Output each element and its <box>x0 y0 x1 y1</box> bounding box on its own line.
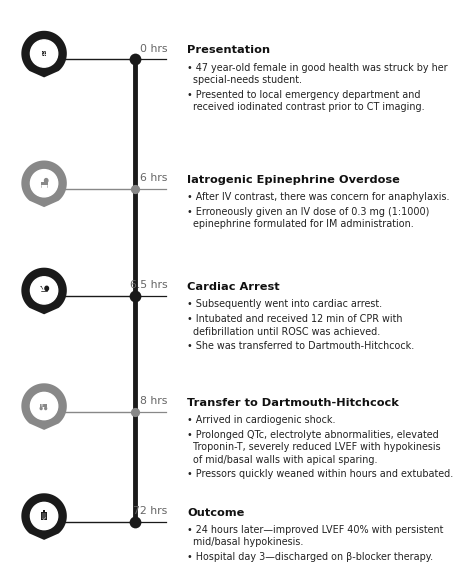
Ellipse shape <box>30 40 58 67</box>
Ellipse shape <box>30 277 58 304</box>
Text: 0 hrs: 0 hrs <box>140 43 167 54</box>
PathPatch shape <box>21 161 67 207</box>
PathPatch shape <box>21 268 67 314</box>
Text: • Erroneously given an IV dose of 0.3 mg (1:1000)
  epinephrine formulated for I: • Erroneously given an IV dose of 0.3 mg… <box>187 207 429 230</box>
Text: Iatrogenic Epinephrine Overdose: Iatrogenic Epinephrine Overdose <box>187 175 400 185</box>
Bar <box>40 403 44 407</box>
Point <box>131 184 139 193</box>
Text: Cardiac Arrest: Cardiac Arrest <box>187 282 280 292</box>
Text: 6.5 hrs: 6.5 hrs <box>130 280 167 290</box>
PathPatch shape <box>21 384 67 430</box>
Text: 8 hrs: 8 hrs <box>140 396 167 406</box>
Circle shape <box>40 407 42 409</box>
Text: • 47 year-old female in good health was struck by her
  special-needs student.: • 47 year-old female in good health was … <box>187 63 448 85</box>
Ellipse shape <box>30 393 58 420</box>
Text: Outcome: Outcome <box>187 508 245 518</box>
Text: • Presented to local emergency department and
  received iodinated contrast prio: • Presented to local emergency departmen… <box>187 90 425 112</box>
Point <box>131 292 139 301</box>
Text: 6 hrs: 6 hrs <box>140 173 167 183</box>
Text: 72 hrs: 72 hrs <box>133 506 167 516</box>
Bar <box>41 512 47 520</box>
Point <box>131 517 139 526</box>
Ellipse shape <box>30 170 58 197</box>
Point <box>131 55 139 64</box>
Ellipse shape <box>30 503 58 530</box>
Text: • She was transferred to Dartmouth-Hitchcock.: • She was transferred to Dartmouth-Hitch… <box>187 341 414 351</box>
Bar <box>43 510 46 513</box>
Point <box>131 407 139 416</box>
Bar <box>44 403 47 407</box>
Text: Presentation: Presentation <box>187 45 270 55</box>
Text: • Prolonged QTc, electrolyte abnormalities, elevated
  Troponin-T, severely redu: • Prolonged QTc, electrolyte abnormaliti… <box>187 430 441 465</box>
Text: • Hospital day 3—discharged on β-blocker therapy.: • Hospital day 3—discharged on β-blocker… <box>187 552 433 562</box>
Text: Transfer to Dartmouth-Hitchcock: Transfer to Dartmouth-Hitchcock <box>187 398 399 408</box>
Text: • Subsequently went into cardiac arrest.: • Subsequently went into cardiac arrest. <box>187 299 383 310</box>
Text: • Arrived in cardiogenic shock.: • Arrived in cardiogenic shock. <box>187 415 336 425</box>
Circle shape <box>45 179 48 183</box>
Circle shape <box>45 287 48 290</box>
Text: • After IV contrast, there was concern for anaphylaxis.: • After IV contrast, there was concern f… <box>187 192 450 202</box>
Circle shape <box>45 407 46 409</box>
Text: • Pressors quickly weaned within hours and extubated.: • Pressors quickly weaned within hours a… <box>187 469 454 479</box>
Bar <box>41 182 47 186</box>
Text: • Intubated and received 12 min of CPR with
  defibrillation until ROSC was achi: • Intubated and received 12 min of CPR w… <box>187 314 403 337</box>
PathPatch shape <box>21 31 67 77</box>
PathPatch shape <box>21 494 67 540</box>
Bar <box>42 51 46 56</box>
Text: • 24 hours later—improved LVEF 40% with persistent
  mid/basal hypokinesis.: • 24 hours later—improved LVEF 40% with … <box>187 525 444 548</box>
